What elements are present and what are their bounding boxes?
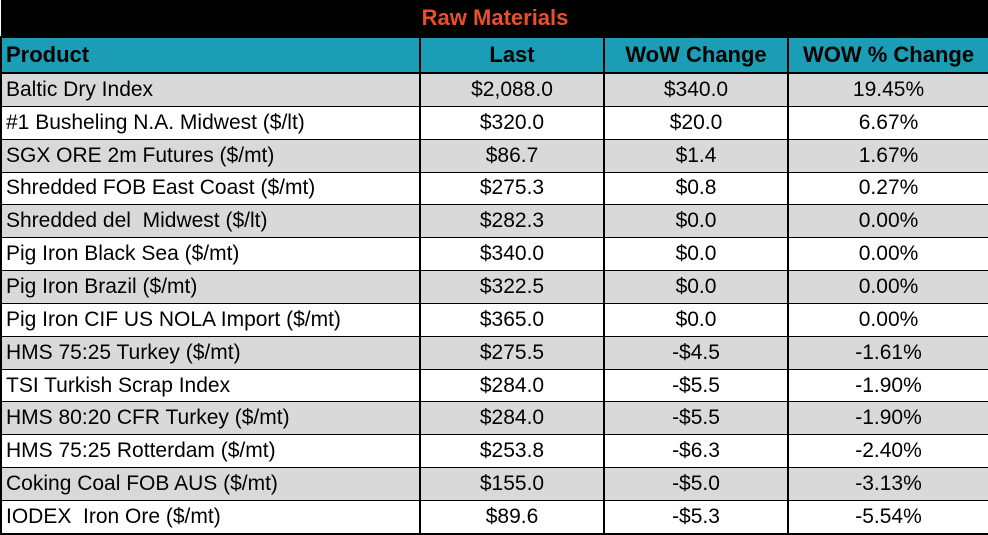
wow-change-cell: -$6.3 (603, 434, 789, 469)
last-cell: $320.0 (419, 106, 605, 140)
table-row: Baltic Dry Index $2,088.0 $340.0 19.45% (0, 73, 988, 107)
product-cell: Pig Iron Brazil ($/mt) (0, 270, 421, 304)
wow-pct-cell: -3.13% (786, 467, 988, 501)
wow-pct-cell: 0.00% (786, 237, 988, 272)
wow-pct-cell: -1.90% (786, 369, 988, 403)
header-row: Product Last WoW Change WOW % Change (0, 36, 988, 74)
wow-change-cell: $0.0 (603, 204, 789, 239)
table-row: #1 Busheling N.A. Midwest ($/lt) $320.0 … (0, 106, 988, 140)
last-cell: $284.0 (419, 401, 605, 436)
last-cell: $322.5 (419, 270, 605, 304)
wow-pct-cell: 6.67% (786, 106, 988, 140)
wow-change-cell: $0.0 (603, 303, 789, 337)
column-header-wow-change: WoW Change (603, 36, 789, 74)
table-row: IODEX Iron Ore ($/mt) $89.6 -$5.3 -5.54% (0, 500, 988, 535)
wow-pct-cell: 0.00% (786, 270, 988, 304)
wow-change-cell: -$5.3 (603, 500, 789, 535)
wow-change-cell: $0.8 (603, 172, 789, 206)
product-cell: SGX ORE 2m Futures ($/mt) (0, 139, 421, 173)
table-row: TSI Turkish Scrap Index $284.0 -$5.5 -1.… (0, 369, 988, 403)
wow-pct-cell: -1.90% (786, 401, 988, 436)
table-row: Shredded del Midwest ($/lt) $282.3 $0.0 … (0, 204, 988, 239)
product-cell: #1 Busheling N.A. Midwest ($/lt) (0, 106, 421, 140)
column-header-product: Product (0, 36, 421, 74)
table-title: Raw Materials (1, 0, 988, 37)
table-row: Coking Coal FOB AUS ($/mt) $155.0 -$5.0 … (0, 467, 988, 501)
table-body: Baltic Dry Index $2,088.0 $340.0 19.45% … (0, 73, 988, 535)
last-cell: $365.0 (419, 303, 605, 337)
table-row: Pig Iron Black Sea ($/mt) $340.0 $0.0 0.… (0, 237, 988, 272)
last-cell: $284.0 (419, 369, 605, 403)
last-cell: $340.0 (419, 237, 605, 272)
last-cell: $275.5 (419, 336, 605, 370)
product-cell: Pig Iron Black Sea ($/mt) (0, 237, 421, 272)
last-cell: $155.0 (419, 467, 605, 501)
wow-change-cell: -$4.5 (603, 336, 789, 370)
last-cell: $275.3 (419, 172, 605, 206)
column-header-wow-pct-change: WOW % Change (786, 36, 988, 74)
product-cell: Shredded del Midwest ($/lt) (0, 204, 421, 239)
last-cell: $86.7 (419, 139, 605, 173)
table-row: HMS 75:25 Turkey ($/mt) $275.5 -$4.5 -1.… (0, 336, 988, 370)
table-row: Pig Iron Brazil ($/mt) $322.5 $0.0 0.00% (0, 270, 988, 304)
column-header-last: Last (419, 36, 605, 74)
wow-change-cell: $0.0 (603, 270, 789, 304)
wow-pct-cell: -5.54% (786, 500, 988, 535)
product-cell: HMS 75:25 Turkey ($/mt) (0, 336, 421, 370)
product-cell: Pig Iron CIF US NOLA Import ($/mt) (0, 303, 421, 337)
wow-pct-cell: 1.67% (786, 139, 988, 173)
product-cell: HMS 80:20 CFR Turkey ($/mt) (0, 401, 421, 436)
last-cell: $253.8 (419, 434, 605, 469)
table-row: HMS 80:20 CFR Turkey ($/mt) $284.0 -$5.5… (0, 401, 988, 436)
last-cell: $2,088.0 (419, 73, 605, 107)
wow-change-cell: -$5.5 (603, 401, 789, 436)
product-cell: HMS 75:25 Rotterdam ($/mt) (0, 434, 421, 469)
wow-change-cell: -$5.5 (603, 369, 789, 403)
wow-pct-cell: 0.27% (786, 172, 988, 206)
product-cell: Baltic Dry Index (0, 73, 421, 107)
product-cell: IODEX Iron Ore ($/mt) (0, 500, 421, 535)
table-row: HMS 75:25 Rotterdam ($/mt) $253.8 -$6.3 … (0, 434, 988, 469)
wow-pct-cell: 19.45% (786, 73, 988, 107)
product-cell: Shredded FOB East Coast ($/mt) (0, 172, 421, 206)
wow-pct-cell: -1.61% (786, 336, 988, 370)
wow-change-cell: $0.0 (603, 237, 789, 272)
wow-pct-cell: -2.40% (786, 434, 988, 469)
wow-change-cell: -$5.0 (603, 467, 789, 501)
table-row: Shredded FOB East Coast ($/mt) $275.3 $0… (0, 172, 988, 206)
last-cell: $89.6 (419, 500, 605, 535)
title-row: Raw Materials (1, 0, 988, 37)
wow-change-cell: $340.0 (603, 73, 789, 107)
table-row: SGX ORE 2m Futures ($/mt) $86.7 $1.4 1.6… (0, 139, 988, 173)
wow-change-cell: $1.4 (603, 139, 789, 173)
wow-change-cell: $20.0 (603, 106, 789, 140)
product-cell: TSI Turkish Scrap Index (0, 369, 421, 403)
table-row: Pig Iron CIF US NOLA Import ($/mt) $365.… (0, 303, 988, 337)
last-cell: $282.3 (419, 204, 605, 239)
product-cell: Coking Coal FOB AUS ($/mt) (0, 467, 421, 501)
wow-pct-cell: 0.00% (786, 204, 988, 239)
wow-pct-cell: 0.00% (786, 303, 988, 337)
